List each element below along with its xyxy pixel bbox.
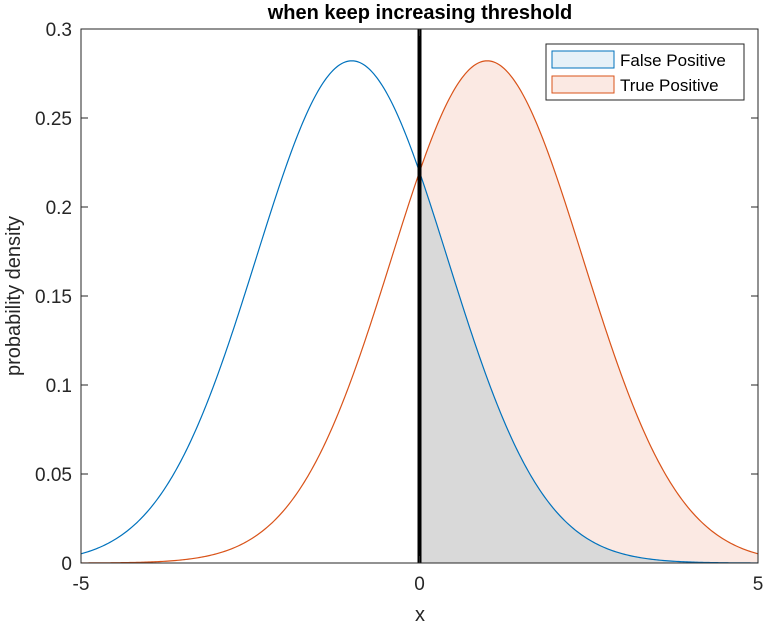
x-tick-label: 5: [753, 574, 764, 595]
area-false-positive: [419, 171, 758, 563]
legend-swatch-false-positive: [551, 50, 615, 69]
y-tick-label: 0.1: [46, 376, 72, 397]
area-fills: [419, 60, 758, 564]
y-tick-label: 0.05: [35, 465, 72, 486]
y-tick-label: 0.25: [35, 109, 72, 130]
x-tick-label: 0: [414, 574, 425, 595]
y-tick-label: 0.3: [46, 20, 72, 41]
legend-swatch-true-positive: [551, 75, 615, 94]
x-tick-label: -5: [73, 574, 90, 595]
legend-label-true-positive: True Positive: [620, 76, 719, 95]
legend-label-false-positive: False Positive: [620, 51, 726, 70]
x-axis-label: x: [415, 604, 425, 625]
legend: False Positive True Positive: [545, 43, 745, 101]
y-tick-labels: 0 0.05 0.1 0.15 0.2 0.25 0.3: [35, 20, 72, 575]
y-tick-label: 0.15: [35, 287, 72, 308]
axis-ticks: [80, 28, 759, 564]
x-tick-labels: -5 0 5: [73, 574, 764, 595]
y-axis-label: probability density: [3, 216, 25, 376]
y-tick-label: 0.2: [46, 198, 72, 219]
chart-title: when keep increasing threshold: [267, 2, 573, 24]
y-tick-label: 0: [61, 554, 72, 575]
